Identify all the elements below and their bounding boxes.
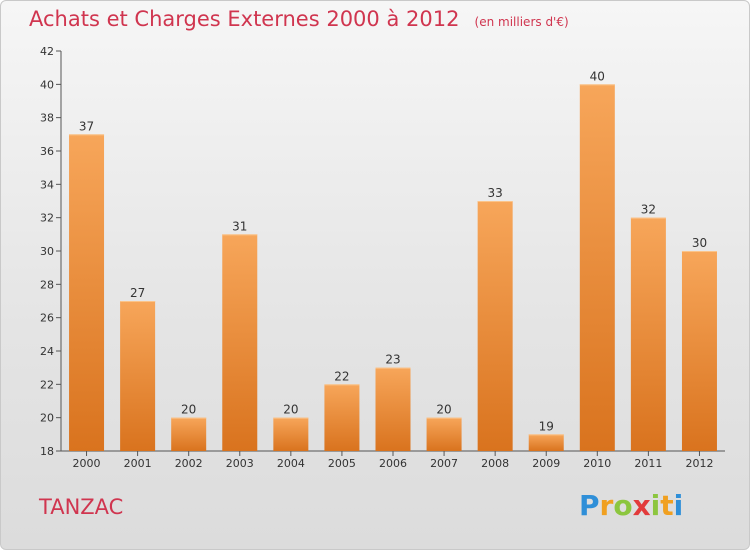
data-label: 27	[130, 286, 145, 300]
x-tick-label: 2010	[583, 457, 611, 470]
x-tick-label: 2002	[175, 457, 203, 470]
y-tick-label: 20	[40, 412, 54, 425]
labels: 18 20 22 24 26 28 30 32 34 36 38 40 42 37 2000 27 2001 20…	[40, 45, 713, 470]
bar	[69, 134, 105, 452]
data-label: 20	[436, 403, 451, 417]
bar	[375, 367, 411, 451]
y-tick-label: 18	[40, 445, 54, 458]
y-tick-label: 38	[40, 112, 54, 125]
logo-letter: i	[650, 489, 661, 522]
bar	[222, 234, 258, 451]
bar	[273, 417, 309, 451]
x-tick-label: 2008	[481, 457, 509, 470]
data-label: 33	[488, 186, 503, 200]
y-tick-label: 32	[40, 212, 54, 225]
data-label: 31	[232, 219, 247, 233]
bar	[579, 84, 615, 451]
x-tick-label: 2009	[532, 457, 560, 470]
x-tick-label: 2007	[430, 457, 458, 470]
commune-name: TANZAC	[39, 495, 124, 519]
y-tick-label: 24	[40, 345, 54, 358]
x-tick-label: 2004	[277, 457, 305, 470]
data-label: 19	[539, 419, 554, 433]
chart-unit: (en milliers d'€)	[474, 15, 569, 29]
x-tick-label: 2006	[379, 457, 407, 470]
y-tick-label: 30	[40, 245, 54, 258]
y-tick-label: 26	[40, 312, 54, 325]
data-label: 20	[181, 403, 196, 417]
logo-letter: P	[579, 489, 600, 522]
title-row: Achats et Charges Externes 2000 à 2012 (…	[29, 7, 569, 31]
logo-letter: o	[613, 489, 633, 522]
x-tick-label: 2001	[124, 457, 152, 470]
bar	[630, 217, 666, 451]
bar	[528, 434, 564, 451]
x-tick-label: 2012	[685, 457, 713, 470]
data-label: 22	[334, 369, 349, 383]
chart-title: Achats et Charges Externes 2000 à 2012	[29, 7, 460, 31]
bar	[324, 384, 360, 451]
data-label: 30	[692, 236, 707, 250]
x-tick-label: 2005	[328, 457, 356, 470]
bar	[171, 417, 207, 451]
logo-letter: i	[673, 489, 684, 522]
proxiti-logo: Proxiti	[579, 489, 683, 522]
y-tick-label: 22	[40, 378, 54, 391]
x-tick-label: 2011	[634, 457, 662, 470]
bars	[69, 84, 717, 452]
bar	[681, 251, 717, 451]
data-label: 20	[283, 403, 298, 417]
bar	[426, 417, 462, 451]
data-label: 40	[590, 69, 605, 83]
bar	[477, 201, 513, 451]
data-label: 37	[79, 119, 94, 133]
x-tick-label: 2003	[226, 457, 254, 470]
logo-letter: x	[632, 489, 651, 522]
bar	[120, 301, 156, 451]
logo-letter: r	[599, 489, 614, 522]
data-label: 32	[641, 203, 656, 217]
logo-letter: t	[660, 489, 674, 522]
x-tick-label: 2000	[73, 457, 101, 470]
y-tick-label: 40	[40, 78, 54, 91]
y-tick-label: 42	[40, 45, 54, 58]
y-tick-label: 34	[40, 178, 54, 191]
data-label: 23	[385, 353, 400, 367]
y-tick-label: 28	[40, 278, 54, 291]
y-tick-label: 36	[40, 145, 54, 158]
